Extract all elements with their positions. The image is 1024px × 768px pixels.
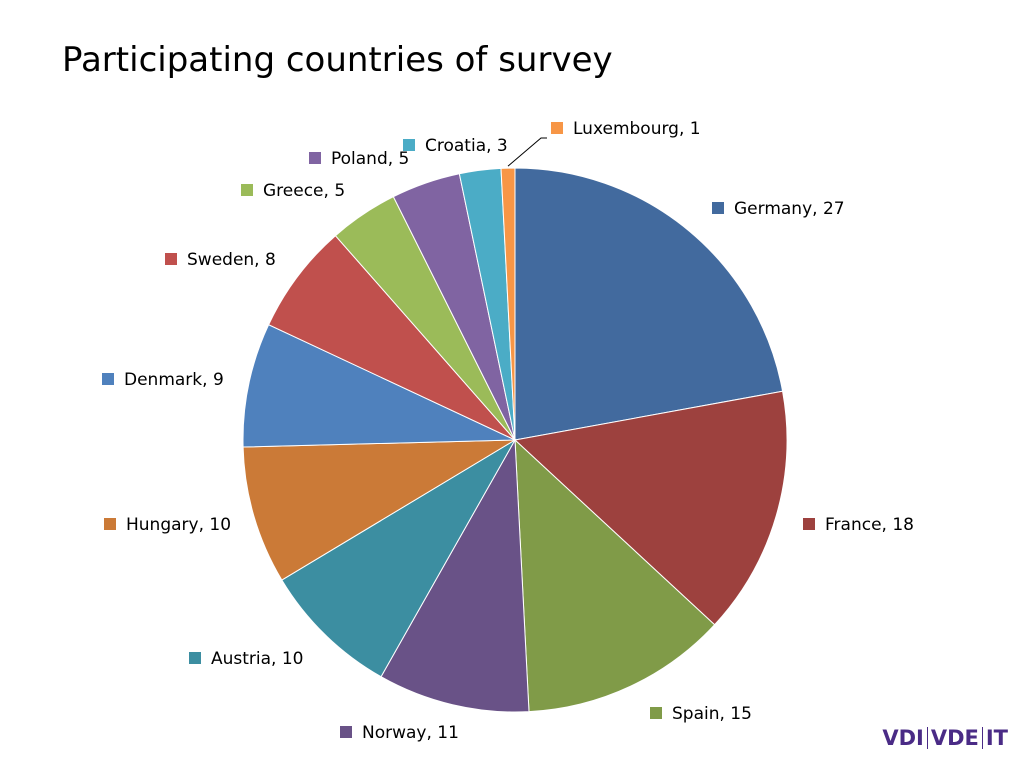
pie-slice-germany xyxy=(514,167,784,441)
legend-key-austria xyxy=(189,652,201,664)
logo-separator xyxy=(981,727,983,749)
legend-key-germany xyxy=(712,202,724,214)
leader-lines xyxy=(507,137,547,167)
data-label-luxembourg: Luxembourg, 1 xyxy=(573,119,701,139)
data-labels: Germany, 27 France, 18 Spain, 15 Norway, 11… xyxy=(102,119,914,743)
data-label-croatia: Croatia, 3 xyxy=(425,136,508,156)
logo-separator xyxy=(926,727,928,749)
legend-key-croatia xyxy=(403,139,415,151)
data-label-norway: Norway, 11 xyxy=(362,723,459,743)
chart-title: Participating countries of survey xyxy=(62,40,613,80)
logo-vde: VDE xyxy=(930,726,979,750)
pie-slice-norway xyxy=(380,438,530,713)
legend-key-norway xyxy=(340,726,352,738)
pie-slice-denmark xyxy=(242,324,516,448)
data-label-germany: Germany, 27 xyxy=(734,199,845,219)
logo-vdi: VDI xyxy=(882,726,924,750)
pie-slices xyxy=(242,167,788,713)
pie-slice-france xyxy=(513,390,788,626)
legend-key-sweden xyxy=(165,253,177,265)
logo-it: IT xyxy=(985,726,1008,750)
data-label-denmark: Denmark, 9 xyxy=(124,370,224,390)
pie-slice-sweden xyxy=(267,234,516,441)
data-label-sweden: Sweden, 8 xyxy=(187,250,276,270)
data-label-hungary: Hungary, 10 xyxy=(126,515,231,535)
pie-slice-austria xyxy=(281,438,517,678)
legend-key-hungary xyxy=(104,518,116,530)
data-label-spain: Spain, 15 xyxy=(672,704,752,724)
legend-key-poland xyxy=(309,152,321,164)
legend-key-greece xyxy=(241,184,253,196)
legend-key-luxembourg xyxy=(551,122,563,134)
leader-line-luxembourg xyxy=(507,137,547,167)
legend-key-spain xyxy=(650,707,662,719)
data-label-poland: Poland, 5 xyxy=(331,149,409,169)
pie-slice-spain xyxy=(514,438,716,713)
legend-key-denmark xyxy=(102,373,114,385)
data-label-austria: Austria, 10 xyxy=(211,649,304,669)
data-label-france: France, 18 xyxy=(825,515,914,535)
data-label-greece: Greece, 5 xyxy=(263,181,345,201)
vdi-vde-it-logo: VDI VDE IT xyxy=(882,726,1008,750)
legend-key-france xyxy=(803,518,815,530)
pie-slice-hungary xyxy=(242,439,517,581)
pie-slice-luxembourg xyxy=(500,167,516,441)
